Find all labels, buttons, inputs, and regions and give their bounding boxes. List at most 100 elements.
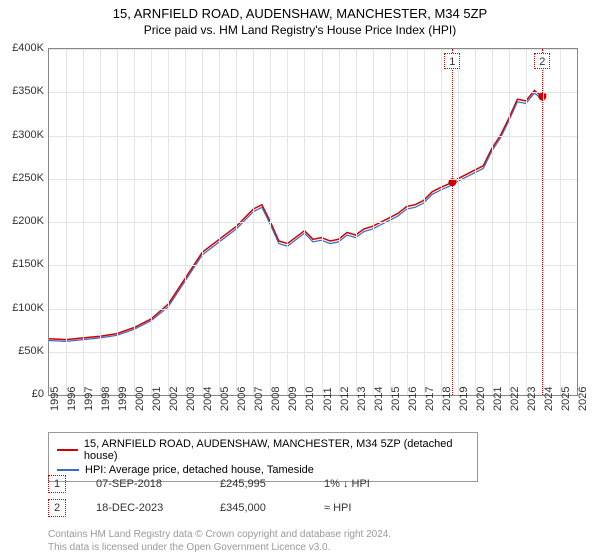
x-gridline [475, 49, 476, 395]
transaction-diff-1: 1% ↓ HPI [324, 478, 370, 490]
x-tick-label: 2007 [253, 387, 265, 411]
x-gridline [339, 49, 340, 395]
x-tick-label: 2005 [219, 387, 231, 411]
x-tick-label: 2010 [304, 387, 316, 411]
disclaimer: Contains HM Land Registry data © Crown c… [48, 528, 391, 554]
legend-label-1: 15, ARNFIELD ROAD, AUDENSHAW, MANCHESTER… [84, 438, 469, 462]
y-gridline [49, 92, 577, 93]
x-tick-label: 2001 [151, 387, 163, 411]
x-gridline [83, 49, 84, 395]
transaction-vline [452, 49, 453, 395]
transaction-price-2: £345,000 [220, 502, 300, 514]
y-gridline [49, 222, 577, 223]
transaction-marker-box: 2 [534, 53, 550, 69]
x-tick-label: 2017 [424, 387, 436, 411]
disclaimer-line-2: This data is licensed under the Open Gov… [48, 541, 391, 554]
transaction-row-1: 1 07-SEP-2018 £245,995 1% ↓ HPI [48, 472, 370, 496]
x-tick-label: 1999 [117, 387, 129, 411]
chart-title: 15, ARNFIELD ROAD, AUDENSHAW, MANCHESTER… [0, 0, 600, 21]
x-gridline [117, 49, 118, 395]
disclaimer-line-1: Contains HM Land Registry data © Crown c… [48, 528, 391, 541]
legend-swatch-2 [57, 469, 79, 471]
x-tick-label: 2008 [270, 387, 282, 411]
x-tick-label: 1995 [49, 387, 61, 411]
legend-item-1: 15, ARNFIELD ROAD, AUDENSHAW, MANCHESTER… [57, 437, 469, 463]
x-gridline [270, 49, 271, 395]
x-gridline [287, 49, 288, 395]
x-gridline [509, 49, 510, 395]
y-tick-label: £400K [0, 42, 44, 54]
x-gridline [219, 49, 220, 395]
transactions-table: 1 07-SEP-2018 £245,995 1% ↓ HPI 2 18-DEC… [48, 472, 370, 520]
x-tick-label: 2006 [236, 387, 248, 411]
plot-area: 1995199619971998199920002001200220032004… [48, 48, 578, 396]
y-gridline [49, 49, 577, 50]
y-tick-label: £300K [0, 129, 44, 141]
x-tick-label: 2003 [185, 387, 197, 411]
x-tick-label: 2009 [287, 387, 299, 411]
x-tick-label: 2012 [339, 387, 351, 411]
x-tick-label: 2016 [407, 387, 419, 411]
y-tick-label: £50K [0, 345, 44, 357]
y-gridline [49, 352, 577, 353]
x-tick-label: 2004 [202, 387, 214, 411]
transaction-row-2: 2 18-DEC-2023 £345,000 ≈ HPI [48, 496, 370, 520]
x-gridline [168, 49, 169, 395]
x-tick-label: 2002 [168, 387, 180, 411]
x-gridline [322, 49, 323, 395]
x-tick-label: 1996 [66, 387, 78, 411]
x-tick-label: 2023 [526, 387, 538, 411]
y-gridline [49, 136, 577, 137]
x-tick-label: 2026 [577, 387, 589, 411]
x-gridline [458, 49, 459, 395]
x-tick-label: 2013 [356, 387, 368, 411]
y-tick-label: £150K [0, 258, 44, 270]
y-tick-label: £200K [0, 215, 44, 227]
x-tick-label: 2014 [373, 387, 385, 411]
x-tick-label: 1998 [100, 387, 112, 411]
x-gridline [492, 49, 493, 395]
x-gridline [202, 49, 203, 395]
x-gridline [356, 49, 357, 395]
x-tick-label: 2025 [560, 387, 572, 411]
x-tick-label: 2015 [390, 387, 402, 411]
transaction-diff-2: ≈ HPI [324, 502, 351, 514]
series-line-2 [49, 93, 546, 341]
x-tick-label: 2024 [543, 387, 555, 411]
x-gridline [560, 49, 561, 395]
x-gridline [390, 49, 391, 395]
x-tick-label: 2000 [134, 387, 146, 411]
chart-subtitle: Price paid vs. HM Land Registry's House … [0, 21, 600, 43]
x-gridline [424, 49, 425, 395]
transaction-marker-box: 1 [444, 53, 460, 69]
y-gridline [49, 309, 577, 310]
transaction-date-1: 07-SEP-2018 [96, 478, 196, 490]
x-gridline [66, 49, 67, 395]
x-gridline [236, 49, 237, 395]
x-gridline [253, 49, 254, 395]
transaction-price-1: £245,995 [220, 478, 300, 490]
x-gridline [185, 49, 186, 395]
y-tick-label: £100K [0, 302, 44, 314]
x-tick-label: 2022 [509, 387, 521, 411]
x-gridline [151, 49, 152, 395]
x-tick-label: 1997 [83, 387, 95, 411]
x-gridline [100, 49, 101, 395]
transaction-vline [542, 49, 543, 395]
x-gridline [134, 49, 135, 395]
transaction-date-2: 18-DEC-2023 [96, 502, 196, 514]
x-tick-label: 2018 [441, 387, 453, 411]
x-tick-label: 2019 [458, 387, 470, 411]
x-tick-label: 2011 [322, 387, 334, 411]
y-tick-label: £350K [0, 85, 44, 97]
x-tick-label: 2020 [475, 387, 487, 411]
x-tick-label: 2021 [492, 387, 504, 411]
x-gridline [407, 49, 408, 395]
y-gridline [49, 179, 577, 180]
y-tick-label: £0 [0, 388, 44, 400]
x-gridline [526, 49, 527, 395]
x-gridline [304, 49, 305, 395]
series-line-1 [49, 91, 546, 340]
x-gridline [441, 49, 442, 395]
chart-container: 15, ARNFIELD ROAD, AUDENSHAW, MANCHESTER… [0, 0, 600, 560]
